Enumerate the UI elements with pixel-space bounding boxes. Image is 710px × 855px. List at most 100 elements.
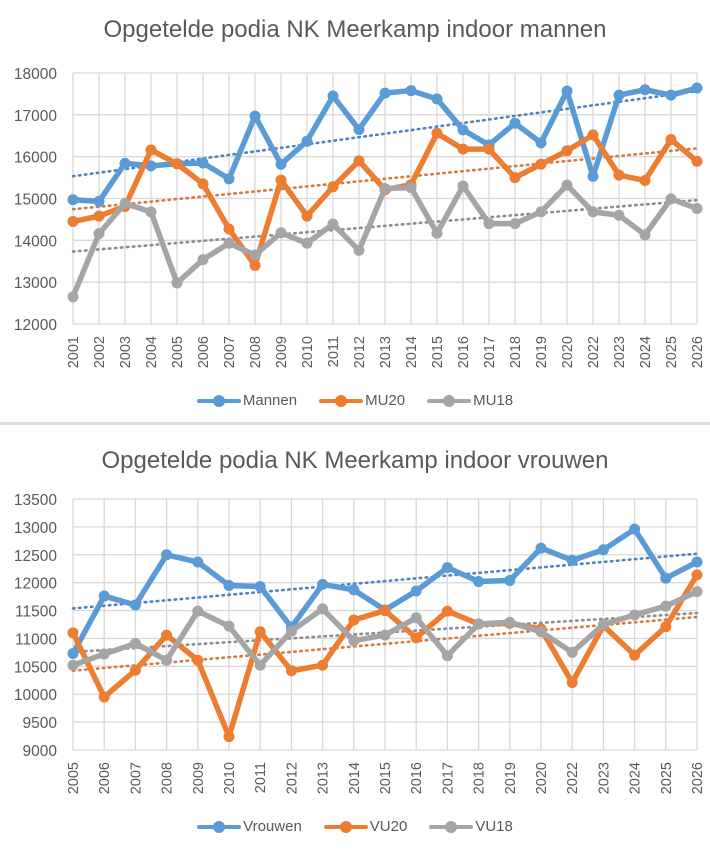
data-point	[535, 137, 547, 149]
data-point	[249, 259, 261, 271]
y-tick-label: 11000	[15, 631, 57, 648]
x-tick-label: 2013	[378, 336, 394, 368]
x-tick-label: 2010	[222, 762, 238, 794]
legend-label: VU18	[475, 818, 513, 835]
data-point	[509, 172, 521, 184]
data-point	[223, 579, 235, 591]
x-tick-label: 2015	[378, 762, 394, 794]
data-point	[561, 145, 573, 157]
x-tick-label: 2008	[248, 336, 264, 368]
y-tick-label: 12500	[14, 548, 57, 565]
legend-label: MU18	[473, 392, 514, 409]
x-tick-label: 2002	[92, 336, 108, 368]
legend-label: Mannen	[242, 392, 298, 409]
data-point	[660, 600, 672, 612]
data-point	[145, 144, 157, 156]
chart-divider	[0, 422, 710, 425]
x-tick-label: 2005	[66, 762, 82, 794]
legend-item-vu20[interactable]: VU20	[323, 818, 408, 835]
plot-area: 12000 13000 14000 15000 16000 17000 18000 2001 2…	[14, 66, 706, 368]
data-point	[348, 584, 360, 596]
trendline-mu20	[71, 147, 699, 211]
data-point	[93, 228, 105, 240]
legend-item-vu18[interactable]: VU18	[429, 818, 513, 835]
trendline-vrouwen	[71, 552, 699, 610]
data-point	[197, 157, 209, 169]
x-tick-label: 2005	[170, 336, 186, 368]
legend-label: Vrouwen	[243, 818, 302, 835]
data-point	[254, 659, 266, 671]
y-tick-label: 13000	[14, 275, 57, 292]
x-tick-label: 2012	[352, 336, 368, 368]
x-tick-label: 2023	[596, 762, 612, 794]
data-point	[441, 605, 453, 617]
x-tick-label: 2019	[503, 762, 519, 794]
x-tick-label: 2016	[456, 336, 472, 368]
x-tick-label: 2014	[347, 762, 363, 794]
x-tick-label: 2011	[253, 762, 269, 793]
x-tick-label: 2006	[97, 762, 113, 794]
data-point	[285, 665, 297, 677]
y-tick-label: 13500	[14, 492, 57, 509]
x-tick-label: 2003	[118, 336, 134, 368]
data-point	[410, 632, 422, 644]
data-point	[327, 90, 339, 102]
data-point	[275, 227, 287, 239]
data-point	[327, 218, 339, 230]
data-point	[535, 206, 547, 218]
data-point	[566, 554, 578, 566]
data-point	[98, 590, 110, 602]
legend-marker-icon	[427, 394, 472, 408]
data-point	[93, 210, 105, 222]
data-point	[410, 585, 422, 597]
data-point	[353, 244, 365, 256]
data-point	[613, 209, 625, 221]
chart-title: Opgetelde podia NK Meerkamp indoor manne…	[103, 16, 607, 43]
data-point	[441, 650, 453, 662]
data-point	[327, 181, 339, 193]
data-point	[348, 635, 360, 647]
data-point	[665, 193, 677, 205]
data-point	[275, 158, 287, 170]
x-tick-label: 2017	[440, 762, 456, 794]
data-point	[639, 175, 651, 187]
legend-item-mu20[interactable]: MU20	[319, 392, 405, 409]
y-tick-label: 9500	[23, 715, 58, 732]
data-point	[223, 223, 235, 235]
y-tick-label: 16000	[14, 150, 57, 167]
data-point	[660, 621, 672, 633]
legend-label: MU20	[365, 392, 406, 409]
data-point	[161, 654, 173, 666]
data-point	[483, 143, 495, 155]
data-point	[587, 170, 599, 182]
data-point	[483, 218, 495, 230]
data-point	[317, 603, 329, 615]
legend-marker-icon	[319, 394, 364, 408]
data-point	[285, 625, 297, 637]
x-tick-label: 2007	[222, 336, 238, 368]
data-point	[301, 210, 313, 222]
x-tick-label: 2012	[284, 762, 300, 794]
data-point	[597, 544, 609, 556]
data-point	[431, 127, 443, 139]
data-point	[561, 179, 573, 191]
gridlines	[72, 72, 698, 325]
y-tick-label: 9000	[23, 743, 58, 760]
legend-item-mu18[interactable]: MU18	[427, 392, 513, 409]
chart-vrouwen: Opgetelde podia NK Meerkamp indoor vrouw…	[0, 427, 710, 855]
x-tick-label: 2009	[274, 336, 290, 368]
data-point	[405, 182, 417, 194]
data-point	[535, 158, 547, 170]
legend-label: VU20	[369, 818, 408, 835]
legend-item-mannen[interactable]: Mannen	[196, 392, 298, 409]
data-point	[67, 627, 79, 639]
data-point	[119, 198, 131, 210]
x-tick-label: 2010	[300, 336, 316, 368]
legend: Vrouwen VU20 VU18	[0, 818, 710, 835]
legend-item-vrouwen[interactable]: Vrouwen	[197, 818, 302, 835]
x-tick-label: 2001	[66, 336, 82, 368]
data-point	[639, 229, 651, 241]
data-point	[171, 158, 183, 170]
x-tick-label: 2024	[638, 336, 654, 368]
x-tick-label: 2025	[664, 336, 680, 368]
